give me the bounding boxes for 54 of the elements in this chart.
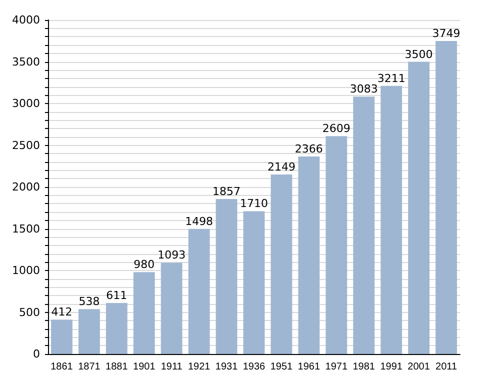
x-tick-label: 2011 [436, 362, 458, 372]
y-tick-label: 4000 [12, 14, 40, 26]
bar [243, 211, 265, 354]
data-label: 2366 [294, 142, 323, 156]
x-tick-label: 1951 [270, 362, 294, 372]
y-tick-label: 0 [33, 348, 40, 360]
x-tick-label: 1871 [78, 362, 101, 372]
data-label: 3749 [432, 26, 460, 40]
y-tick-label: 500 [19, 306, 40, 319]
y-tick-label: 2500 [12, 138, 40, 152]
x-tick-label: 1921 [188, 362, 211, 372]
x-tick-label: 1981 [352, 362, 376, 372]
data-label: 2149 [267, 160, 296, 174]
x-tick-label: 1901 [133, 362, 156, 372]
bar [106, 302, 128, 354]
x-tick-label: 1971 [325, 362, 348, 372]
bar [353, 96, 375, 354]
data-label: 538 [78, 295, 100, 308]
data-label: 1093 [158, 248, 186, 262]
bar [133, 272, 155, 354]
bar [51, 320, 72, 354]
data-label: 3083 [350, 82, 378, 96]
y-tick-label: 2000 [12, 180, 40, 194]
data-label: 1857 [212, 184, 241, 198]
data-label: 2609 [322, 122, 350, 136]
data-label: 412 [51, 306, 72, 319]
bar [436, 40, 457, 354]
data-label: 611 [106, 288, 128, 302]
bar [78, 309, 100, 354]
x-tick-label: 1931 [215, 362, 238, 372]
x-tick-label: 1861 [50, 362, 74, 372]
x-tick-label: 1936 [242, 362, 266, 372]
bar [408, 62, 430, 354]
bar [270, 174, 292, 354]
x-tick-label: 1991 [380, 362, 403, 372]
data-label: 3211 [377, 72, 406, 85]
y-tick-label: 3500 [12, 55, 40, 68]
bar [326, 136, 348, 354]
x-tick-label: 1961 [298, 362, 320, 372]
bar [298, 156, 320, 354]
data-label: 3500 [404, 48, 433, 61]
x-tick-label: 1881 [106, 362, 128, 372]
x-tick-label: 1911 [160, 362, 183, 372]
data-label: 980 [134, 258, 155, 272]
y-tick-label: 1500 [12, 222, 40, 236]
bar [216, 198, 238, 354]
y-tick-label: 3000 [12, 97, 40, 110]
bar [160, 262, 182, 354]
x-tick-label: 2001 [408, 362, 430, 372]
data-label: 1710 [240, 197, 268, 210]
bar [188, 228, 210, 354]
data-label: 1498 [185, 214, 214, 228]
bar [380, 86, 402, 354]
y-tick-label: 1000 [12, 264, 40, 277]
